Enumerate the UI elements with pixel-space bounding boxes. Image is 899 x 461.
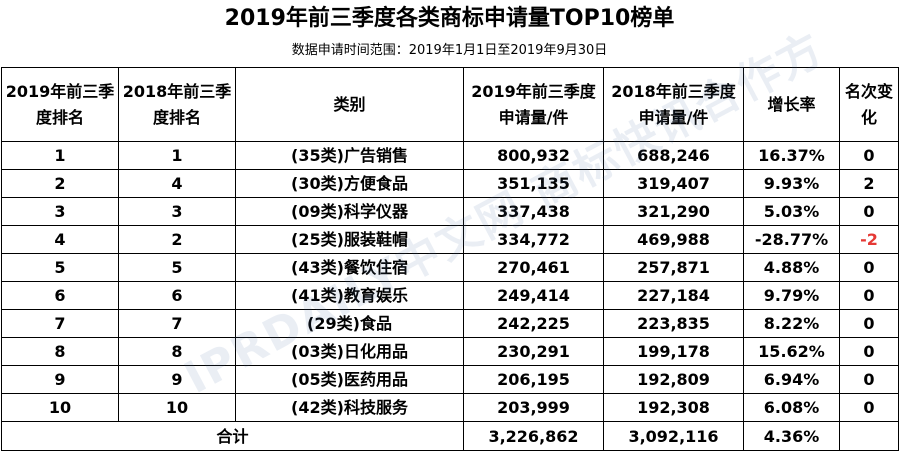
cell-rank-change: 0	[839, 309, 899, 338]
table-row: 4 2 (25类)服装鞋帽 334,772 469,988 -28.77% -2	[1, 225, 899, 254]
table-row: 3 3 (09类)科学仪器 337,438 321,290 5.03% 0	[1, 197, 899, 226]
table-row: 8 8 (03类)日化用品 230,291 199,178 15.62% 0	[1, 337, 899, 366]
cell-applications-2019: 334,772	[463, 225, 604, 254]
cell-category: (43类)餐饮住宿	[235, 253, 464, 282]
cell-rank-change: 0	[839, 141, 899, 170]
cell-rank-2019: 2	[1, 169, 119, 198]
cell-applications-2019: 203,999	[463, 393, 604, 422]
cell-rank-2018: 4	[118, 169, 236, 198]
cell-growth-rate: 8.22%	[743, 309, 840, 338]
cell-applications-2018: 223,835	[603, 309, 744, 338]
header-growth-rate: 增长率	[743, 67, 840, 142]
cell-category: (09类)科学仪器	[235, 197, 464, 226]
cell-rank-change: 0	[839, 197, 899, 226]
cell-rank-2019: 3	[1, 197, 119, 226]
cell-rank-2018: 9	[118, 365, 236, 394]
cell-rank-2018: 8	[118, 337, 236, 366]
cell-applications-2019: 270,461	[463, 253, 604, 282]
header-rank-2018: 2018年前三季度排名	[118, 67, 236, 142]
header-applications-2019: 2019年前三季度申请量/件	[463, 67, 604, 142]
cell-applications-2019: 230,291	[463, 337, 604, 366]
cell-rank-change: 0	[839, 337, 899, 366]
page-subtitle: 数据申请时间范围：2019年1月1日至2019年9月30日	[291, 43, 608, 58]
cell-rank-2018: 1	[118, 141, 236, 170]
cell-applications-2018: 227,184	[603, 281, 744, 310]
table-row: 9 9 (05类)医药用品 206,195 192,809 6.94% 0	[1, 365, 899, 394]
cell-rank-2019: 9	[1, 365, 119, 394]
table-row: 6 6 (41类)教育娱乐 249,414 227,184 9.79% 0	[1, 281, 899, 310]
cell-category: (30类)方便食品	[235, 169, 464, 198]
cell-applications-2019: 800,932	[463, 141, 604, 170]
cell-rank-2018: 7	[118, 309, 236, 338]
cell-category: (03类)日化用品	[235, 337, 464, 366]
cell-applications-2018: 319,407	[603, 169, 744, 198]
cell-growth-rate: 4.88%	[743, 253, 840, 282]
cell-growth-rate: 9.79%	[743, 281, 840, 310]
cell-rank-2019: 4	[1, 225, 119, 254]
cell-rank-change: 0	[839, 253, 899, 282]
total-applications-2019: 3,226,862	[463, 421, 604, 451]
total-rank-change	[839, 421, 899, 451]
total-applications-2018: 3,092,116	[603, 421, 744, 451]
header-rank-2019: 2019年前三季度排名	[1, 67, 119, 142]
total-row: 合计 3,226,862 3,092,116 4.36%	[1, 421, 899, 451]
cell-applications-2019: 337,438	[463, 197, 604, 226]
cell-applications-2018: 688,246	[603, 141, 744, 170]
cell-growth-rate: 6.08%	[743, 393, 840, 422]
cell-growth-rate: 6.94%	[743, 365, 840, 394]
cell-category: (25类)服装鞋帽	[235, 225, 464, 254]
cell-rank-2018: 10	[118, 393, 236, 422]
cell-rank-change: 0	[839, 393, 899, 422]
header-row: 2019年前三季度排名 2018年前三季度排名 类别 2019年前三季度申请量/…	[1, 67, 899, 142]
cell-applications-2019: 351,135	[463, 169, 604, 198]
cell-rank-2018: 6	[118, 281, 236, 310]
cell-category: (05类)医药用品	[235, 365, 464, 394]
cell-rank-2019: 10	[1, 393, 119, 422]
table-row: 2 4 (30类)方便食品 351,135 319,407 9.93% 2	[1, 169, 899, 198]
cell-rank-2019: 1	[1, 141, 119, 170]
cell-applications-2019: 206,195	[463, 365, 604, 394]
cell-growth-rate: 5.03%	[743, 197, 840, 226]
cell-category: (41类)教育娱乐	[235, 281, 464, 310]
ranking-table: 2019年前三季度排名 2018年前三季度排名 类别 2019年前三季度申请量/…	[1, 67, 899, 451]
table-row: 7 7 (29类)食品 242,225 223,835 8.22% 0	[1, 309, 899, 338]
cell-rank-2018: 5	[118, 253, 236, 282]
table-row: 10 10 (42类)科技服务 203,999 192,308 6.08% 0	[1, 393, 899, 422]
cell-growth-rate: -28.77%	[743, 225, 840, 254]
cell-applications-2019: 242,225	[463, 309, 604, 338]
header-rank-change: 名次变化	[839, 67, 899, 142]
total-label: 合计	[1, 421, 464, 451]
cell-rank-2018: 3	[118, 197, 236, 226]
cell-applications-2018: 257,871	[603, 253, 744, 282]
table-row: 5 5 (43类)餐饮住宿 270,461 257,871 4.88% 0	[1, 253, 899, 282]
cell-rank-change: 0	[839, 365, 899, 394]
header-applications-2018: 2018年前三季度申请量/件	[603, 67, 744, 142]
cell-applications-2019: 249,414	[463, 281, 604, 310]
cell-rank-2018: 2	[118, 225, 236, 254]
cell-rank-2019: 8	[1, 337, 119, 366]
table-row: 1 1 (35类)广告销售 800,932 688,246 16.37% 0	[1, 141, 899, 170]
cell-rank-2019: 5	[1, 253, 119, 282]
cell-category: (42类)科技服务	[235, 393, 464, 422]
cell-growth-rate: 9.93%	[743, 169, 840, 198]
total-growth-rate: 4.36%	[743, 421, 840, 451]
cell-rank-change: 0	[839, 281, 899, 310]
cell-rank-2019: 7	[1, 309, 119, 338]
cell-category: (35类)广告销售	[235, 141, 464, 170]
cell-applications-2018: 469,988	[603, 225, 744, 254]
cell-applications-2018: 199,178	[603, 337, 744, 366]
cell-category: (29类)食品	[235, 309, 464, 338]
cell-rank-2019: 6	[1, 281, 119, 310]
header-category: 类别	[235, 67, 464, 142]
cell-rank-change: -2	[839, 225, 899, 254]
cell-applications-2018: 192,308	[603, 393, 744, 422]
cell-applications-2018: 321,290	[603, 197, 744, 226]
cell-growth-rate: 16.37%	[743, 141, 840, 170]
page-title: 2019年前三季度各类商标申请量TOP10榜单	[224, 6, 675, 31]
cell-applications-2018: 192,809	[603, 365, 744, 394]
cell-growth-rate: 15.62%	[743, 337, 840, 366]
cell-rank-change: 2	[839, 169, 899, 198]
